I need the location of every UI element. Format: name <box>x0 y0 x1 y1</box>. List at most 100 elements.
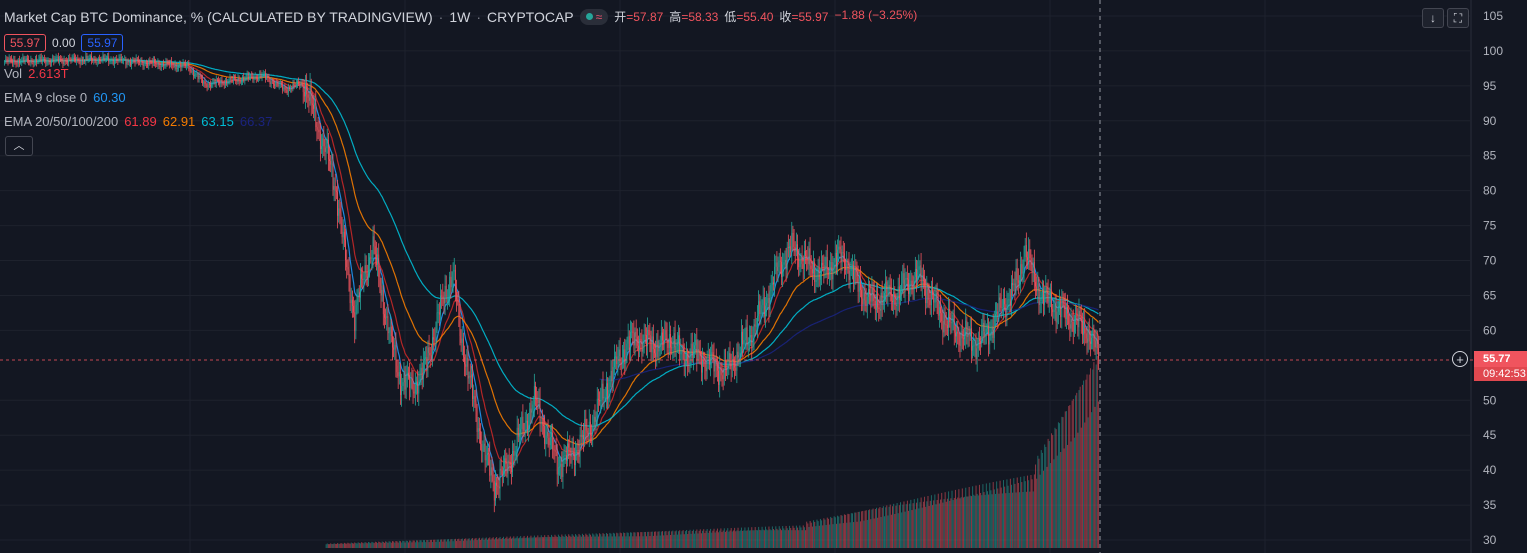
volume-bar <box>729 530 731 548</box>
candle-body <box>39 56 41 60</box>
volume-bar <box>586 534 588 548</box>
candle-body <box>53 58 55 62</box>
volume-bar <box>961 488 963 548</box>
sell-price-box[interactable]: 55.97 <box>4 34 47 52</box>
volume-bar <box>999 480 1001 548</box>
volume-bar <box>470 538 472 548</box>
buy-price-box[interactable]: 55.97 <box>81 34 124 52</box>
candle-body <box>997 311 999 317</box>
candle-body <box>263 73 265 75</box>
candle-body <box>20 61 21 63</box>
volume-bar <box>826 517 828 548</box>
volume-bar <box>967 496 969 548</box>
volume-bar <box>1070 441 1072 548</box>
candle-body <box>284 87 286 90</box>
candle-body <box>758 301 760 316</box>
volume-bar <box>684 531 686 548</box>
volume-legend[interactable]: Vol 2.613T <box>4 66 69 81</box>
volume-bar <box>408 542 410 548</box>
candle-body <box>678 335 679 344</box>
symbol-title[interactable]: Market Cap BTC Dominance, % (CALCULATED … <box>4 8 433 25</box>
candle-body <box>1073 321 1075 333</box>
candle-body <box>388 332 390 334</box>
candle-body <box>365 265 367 274</box>
candle-body <box>775 262 777 267</box>
ema-ribbon-legend[interactable]: EMA 20/50/100/200 61.89 62.91 63.15 66.3… <box>4 114 272 129</box>
candle-body <box>210 84 211 87</box>
candle-body <box>62 60 64 65</box>
volume-bar <box>501 537 503 548</box>
candle-body <box>13 59 15 64</box>
candle-body <box>94 59 96 61</box>
candle-body <box>674 333 676 351</box>
candle-body <box>904 279 906 291</box>
candle-body <box>29 62 31 64</box>
candle-body <box>1069 324 1071 329</box>
volume-bar <box>674 531 676 548</box>
volume-bar <box>472 538 474 548</box>
candle-body <box>269 79 271 85</box>
candle-body <box>736 351 738 371</box>
candle-body <box>448 296 449 298</box>
add-alert-button[interactable]: + <box>1452 351 1468 367</box>
volume-bar <box>863 520 865 548</box>
candle-body <box>656 340 658 357</box>
candle-body <box>458 301 460 315</box>
candle-body <box>746 327 748 346</box>
market-status-pill[interactable]: ≈ <box>579 8 609 25</box>
candle-body <box>150 61 152 63</box>
volume-bar <box>835 523 837 548</box>
candle-body <box>116 59 118 61</box>
candle-body <box>549 437 551 446</box>
candle-body <box>370 257 372 259</box>
candle-body <box>738 355 740 358</box>
candle-body <box>815 280 817 282</box>
candle-body <box>719 367 721 385</box>
volume-bar <box>672 530 674 548</box>
volume-bar <box>667 531 669 548</box>
volume-bar <box>406 540 408 548</box>
candle-body <box>95 59 97 63</box>
ema9-legend[interactable]: EMA 9 close 0 60.30 <box>4 90 126 105</box>
volume-bar <box>405 540 407 548</box>
candle-body <box>292 83 294 89</box>
candle-body <box>479 428 480 431</box>
y-tick-label: 90 <box>1483 114 1497 128</box>
candle-body <box>146 63 147 65</box>
collapse-legend-button[interactable]: ︿ <box>5 136 33 156</box>
volume-bar <box>494 538 496 548</box>
volume-bar <box>890 514 892 548</box>
volume-bar <box>448 539 450 548</box>
volume-bar <box>739 530 741 548</box>
candle-body <box>425 357 427 359</box>
candle-body <box>525 420 527 423</box>
volume-bar <box>553 537 555 548</box>
volume-bar <box>547 535 549 548</box>
candle-body <box>440 295 441 315</box>
candle-body <box>156 63 158 66</box>
candle-body <box>492 474 494 482</box>
candle-body <box>781 261 782 278</box>
candle-body <box>1015 268 1017 288</box>
candle-body <box>441 295 443 297</box>
volume-bar <box>491 538 493 548</box>
volume-bar <box>818 525 820 548</box>
candle-body <box>723 359 725 380</box>
download-button[interactable]: ↓ <box>1422 8 1444 28</box>
candle-body <box>742 331 743 345</box>
candle-body <box>472 374 473 399</box>
candle-body <box>771 282 773 285</box>
exchange-label[interactable]: CRYPTOCAP <box>487 8 574 25</box>
candle-body <box>841 252 843 262</box>
candle-body <box>999 297 1001 301</box>
candle-body <box>918 266 920 270</box>
candle-body <box>872 287 874 294</box>
candle-body <box>702 360 703 373</box>
volume-bar <box>1020 476 1022 548</box>
candle-body <box>555 450 557 452</box>
volume-bar <box>365 542 367 548</box>
volume-bar <box>469 540 471 548</box>
interval-label[interactable]: 1W <box>449 8 471 25</box>
fullscreen-button[interactable]: ⛶ <box>1447 8 1469 28</box>
